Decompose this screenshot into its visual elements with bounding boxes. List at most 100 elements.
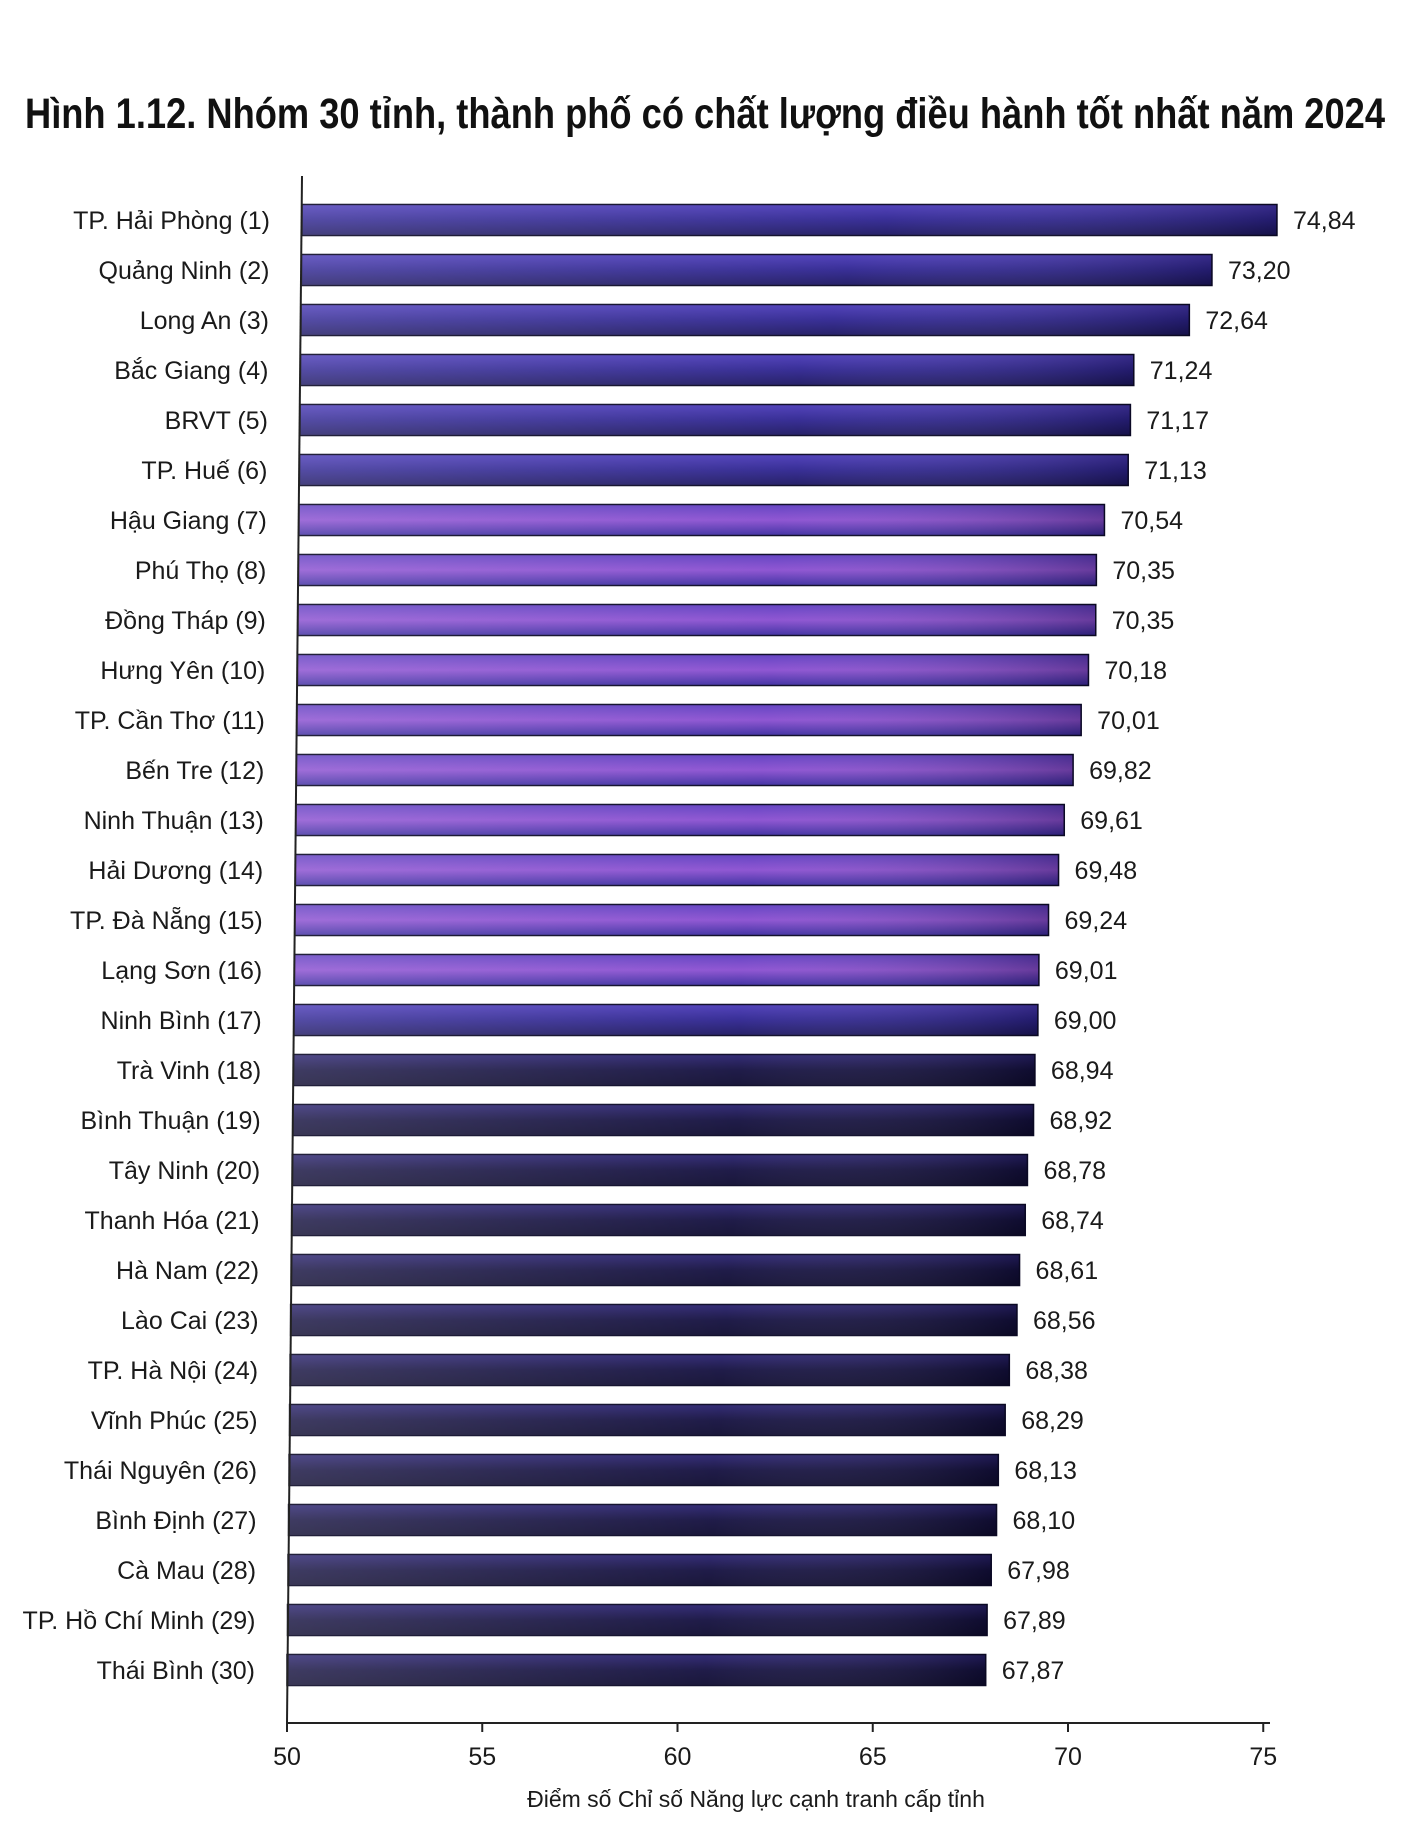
category-label-4: Bắc Giang (4) [114,356,268,385]
x-tick-label-70: 70 [1054,1743,1082,1771]
category-label-24: TP. Hà Nội (24) [88,1357,258,1385]
value-label-27: 68,10 [1013,1507,1076,1535]
bar-sheen-24 [290,1354,1010,1386]
bar-sheen-25 [289,1404,1006,1436]
category-label-17: Ninh Bình (17) [101,1007,262,1035]
category-label-18: Trà Vinh (18) [117,1057,262,1085]
value-label-5: 71,17 [1146,407,1209,435]
category-label-12: Bến Tre (12) [125,757,264,785]
bar-sheen-14 [295,854,1059,886]
category-label-25: Vĩnh Phúc (25) [91,1407,258,1435]
value-label-18: 68,94 [1051,1057,1114,1085]
bar-sheen-11 [296,704,1082,736]
category-label-30: Thái Bình (30) [97,1657,255,1685]
chart-title: Hình 1.12. Nhóm 30 tỉnh, thành phố có ch… [25,90,1385,138]
value-label-2: 73,20 [1228,257,1291,285]
bar-sheen-18 [293,1054,1035,1086]
value-label-21: 68,74 [1041,1207,1104,1235]
bar-sheen-9 [297,604,1096,636]
x-tick-label-50: 50 [273,1743,301,1771]
bar-sheen-3 [300,304,1190,336]
value-label-6: 71,13 [1144,457,1207,485]
x-tick-label-55: 55 [468,1743,496,1771]
category-label-26: Thái Nguyên (26) [64,1457,257,1485]
y-axis-line [286,175,303,1724]
category-label-13: Ninh Thuận (13) [84,807,264,835]
category-label-23: Lào Cai (23) [121,1307,259,1335]
category-label-15: TP. Đà Nẵng (15) [70,906,263,935]
value-label-11: 70,01 [1097,707,1160,735]
value-label-26: 68,13 [1014,1457,1077,1485]
value-label-13: 69,61 [1080,807,1143,835]
value-label-14: 69,48 [1075,857,1138,885]
value-label-20: 68,78 [1043,1157,1106,1185]
category-label-1: TP. Hải Phòng (1) [73,207,270,235]
bar-sheen-6 [299,454,1129,486]
bar-sheen-15 [294,904,1049,936]
bar-sheen-30 [287,1654,986,1686]
category-label-27: Bình Định (27) [95,1507,256,1535]
category-label-7: Hậu Giang (7) [110,507,267,535]
bar-sheen-13 [295,804,1065,836]
x-tick-label-75: 75 [1249,1743,1277,1771]
value-label-8: 70,35 [1112,557,1175,585]
x-axis-title: Điểm số Chỉ số Năng lực cạnh tranh cấp t… [527,1786,985,1812]
category-labels: TP. Hải Phòng (1) Quảng Ninh (2) Long An (… [23,207,270,1685]
bar-sheen-28 [288,1554,992,1586]
category-label-3: Long An (3) [140,307,269,335]
bar-sheen-2 [301,254,1212,286]
category-label-11: TP. Cần Thơ (11) [75,707,265,735]
value-label-1: 74,84 [1293,207,1356,235]
value-label-28: 67,98 [1007,1557,1070,1585]
category-label-19: Bình Thuận (19) [80,1107,260,1135]
x-tick-label-65: 65 [859,1743,887,1771]
bar-sheen-23 [290,1304,1017,1336]
value-label-7: 70,54 [1120,507,1183,535]
category-label-29: TP. Hồ Chí Minh (29) [23,1607,256,1635]
category-label-9: Đồng Tháp (9) [105,607,266,635]
bar-sheen-22 [291,1254,1020,1286]
value-label-29: 67,89 [1003,1607,1066,1635]
category-label-16: Lạng Sơn (16) [101,957,262,985]
value-label-23: 68,56 [1033,1307,1096,1335]
bar-sheen-12 [296,754,1074,786]
bar-sheen-20 [292,1154,1028,1186]
value-label-9: 70,35 [1112,607,1175,635]
x-axis-ticks: 50 55 60 65 70 75 [273,1723,1277,1771]
value-label-10: 70,18 [1104,657,1167,685]
category-label-10: Hưng Yên (10) [100,657,265,685]
category-label-14: Hải Dương (14) [88,857,263,885]
bar-sheen-10 [297,654,1089,686]
bar-sheen-17 [293,1004,1038,1036]
bar-sheen-26 [289,1454,999,1486]
category-label-2: Quảng Ninh (2) [99,257,270,285]
value-label-25: 68,29 [1021,1407,1084,1435]
bar-sheen-5 [299,404,1131,436]
bar-sheen-1 [302,204,1277,236]
category-label-5: BRVT (5) [165,407,268,435]
value-label-16: 69,01 [1055,957,1118,985]
value-label-15: 69,24 [1065,907,1128,935]
value-label-24: 68,38 [1025,1357,1088,1385]
category-label-22: Hà Nam (22) [116,1257,259,1285]
value-label-17: 69,00 [1054,1007,1117,1035]
category-label-6: TP. Huế (6) [141,457,267,485]
category-label-8: Phú Thọ (8) [135,557,267,585]
bars-layer [286,203,1278,1687]
bar-sheen-7 [298,504,1105,536]
bar-sheen-19 [292,1104,1034,1136]
value-label-3: 72,64 [1205,307,1268,335]
x-tick-label-60: 60 [664,1743,692,1771]
value-label-22: 68,61 [1036,1257,1099,1285]
bar-sheen-21 [291,1204,1026,1236]
value-label-12: 69,82 [1089,757,1152,785]
category-label-28: Cà Mau (28) [117,1557,256,1585]
bar-sheen-8 [298,554,1097,586]
value-label-4: 71,24 [1150,357,1213,385]
bar-sheen-27 [288,1504,997,1536]
value-label-30: 67,87 [1002,1657,1065,1685]
bar-sheen-29 [287,1604,988,1636]
bar-sheen-16 [294,954,1039,986]
category-label-21: Thanh Hóa (21) [85,1207,260,1235]
